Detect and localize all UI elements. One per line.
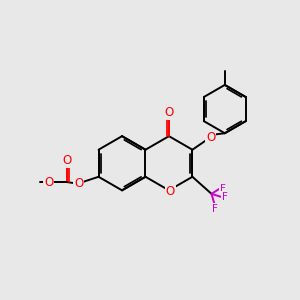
Text: F: F bbox=[212, 204, 218, 214]
Text: O: O bbox=[206, 130, 215, 143]
Text: F: F bbox=[220, 184, 226, 194]
Text: O: O bbox=[164, 106, 174, 119]
Text: O: O bbox=[62, 154, 72, 167]
Text: O: O bbox=[166, 185, 175, 198]
Text: F: F bbox=[222, 192, 227, 202]
Text: O: O bbox=[44, 176, 53, 189]
Text: O: O bbox=[74, 177, 83, 190]
